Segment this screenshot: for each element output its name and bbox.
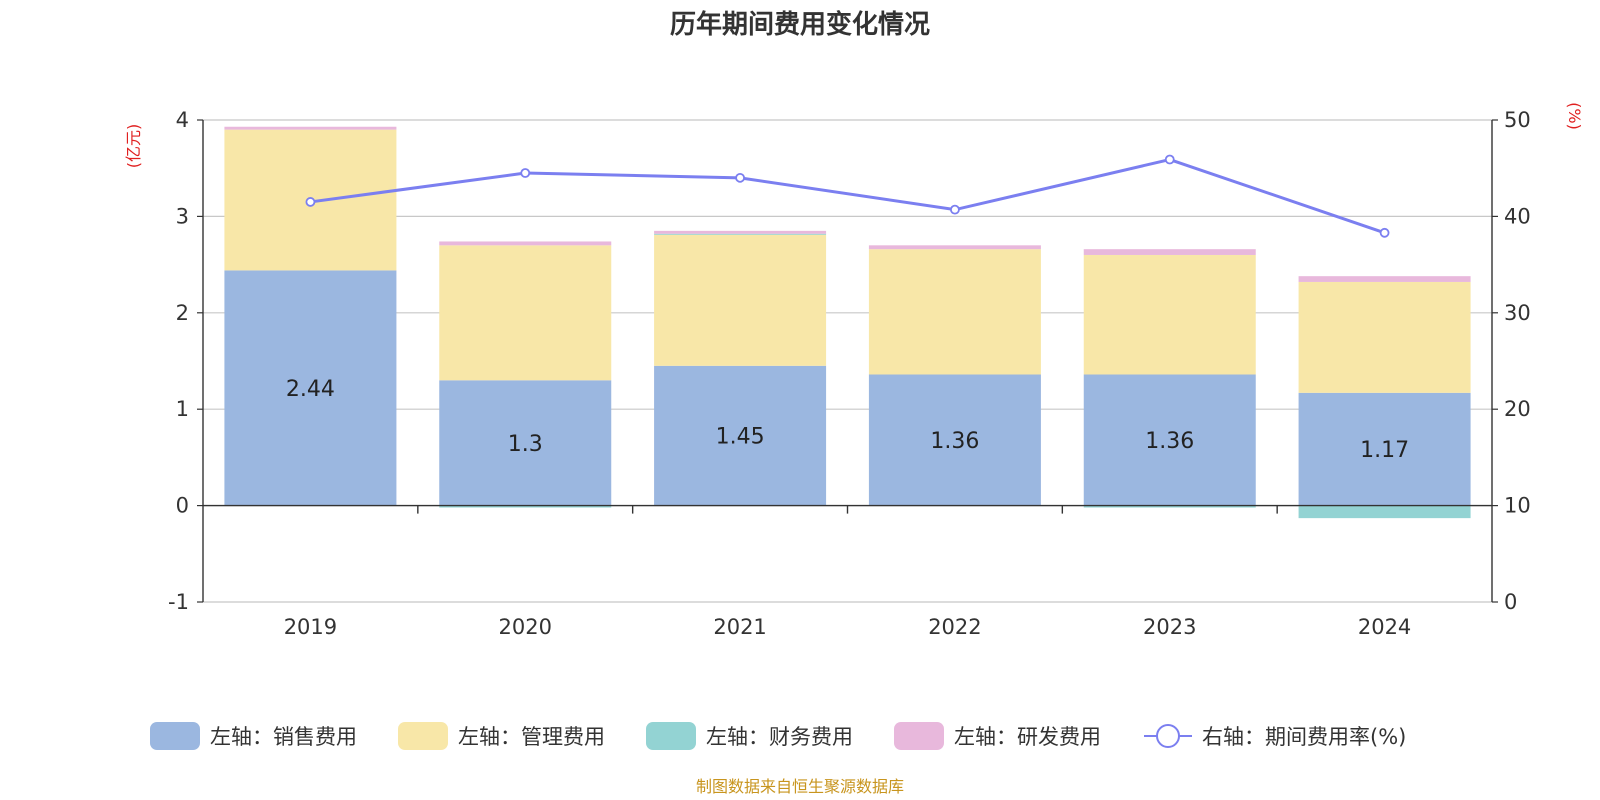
bar-1-2021 [654, 365, 827, 506]
rate-point [520, 168, 531, 178]
left-tick-label: 0 [176, 494, 189, 518]
bar-3-2021 [654, 233, 827, 235]
rate-point [735, 172, 745, 183]
legend-swatch-3 [646, 722, 696, 750]
left-tick-label: 2 [176, 301, 189, 325]
x-tick-label: 2023 [1143, 615, 1196, 639]
bar-4-2019 [224, 126, 397, 130]
chart-title: 历年期间费用变化情况 [670, 9, 930, 40]
data-labels-group: 2.44 1.3 1.45 1.36 1.36 1.17 [286, 377, 1409, 463]
bar-1-2023 [1083, 374, 1256, 506]
bar-1-2022 [868, 374, 1041, 506]
legend-line-circle [1156, 724, 1180, 748]
bar-3-2024 [1298, 505, 1471, 519]
bar-2-2020 [439, 245, 612, 381]
right-axis-unit: (%) [1565, 102, 1584, 130]
legend-swatch-1 [150, 722, 200, 750]
rate-point [305, 197, 316, 207]
legend-label-rate: 右轴：期间费用率(%) [1202, 725, 1406, 749]
legend-label-4: 左轴：研发费用 [954, 725, 1101, 749]
bar-1-2020 [439, 380, 612, 506]
legend-swatch-2 [398, 722, 448, 750]
rate-line [310, 157, 1386, 235]
data-label: 1.17 [1360, 438, 1409, 463]
right-tick-label: 20 [1504, 397, 1531, 421]
left-tick-label: 3 [176, 204, 189, 228]
rate-point [1379, 227, 1390, 238]
legend-swatch-4 [894, 722, 944, 750]
bar-2-2022 [868, 249, 1041, 375]
x-tick-label: 2019 [284, 615, 337, 639]
bar-2-2023 [1083, 254, 1256, 375]
x-tick-label: 2020 [499, 615, 552, 639]
x-tick-label: 2022 [928, 615, 981, 639]
bar-2-2024 [1298, 281, 1471, 393]
rate-point [1164, 154, 1175, 165]
bar-2-2021 [654, 234, 827, 366]
bar-4-2021 [654, 230, 827, 234]
left-tick-label: 1 [176, 397, 189, 421]
rate-line-group [305, 154, 1390, 238]
legend: 左轴：销售费用 左轴：管理费用 左轴：财务费用 左轴：研发费用 右轴：期间费用率(%) [150, 722, 1406, 750]
bar-3-2020 [439, 505, 612, 508]
bar-1-2019 [224, 270, 397, 506]
data-label: 1.36 [930, 429, 979, 454]
right-tick-label: 30 [1504, 301, 1531, 325]
legend-label-2: 左轴：管理费用 [458, 725, 605, 749]
bar-3-2023 [1083, 505, 1256, 508]
x-tick-label: 2024 [1358, 615, 1411, 639]
data-label: 1.36 [1145, 429, 1194, 454]
bar-4-2023 [1083, 249, 1256, 255]
legend-label-3: 左轴：财务费用 [706, 725, 853, 749]
data-label: 1.45 [716, 425, 765, 450]
legend-label-1: 左轴：销售费用 [210, 725, 357, 749]
bar-4-2022 [868, 245, 1041, 250]
left-axis-unit: (亿元) [124, 124, 143, 169]
left-tick-label: -1 [168, 590, 189, 614]
data-label: 2.44 [286, 377, 335, 402]
bar-4-2024 [1298, 276, 1471, 282]
x-tick-label: 2021 [713, 615, 766, 639]
bar-4-2020 [439, 241, 612, 246]
right-tick-label: 40 [1504, 204, 1531, 228]
source-note: 制图数据来自恒生聚源数据库 [696, 777, 904, 796]
bars-group [224, 126, 1471, 519]
right-tick-label: 10 [1504, 494, 1531, 518]
right-tick-label: 0 [1504, 590, 1517, 614]
left-tick-label: 4 [176, 108, 189, 132]
right-tick-label: 50 [1504, 108, 1531, 132]
data-label: 1.3 [508, 432, 543, 457]
rate-point [950, 204, 960, 215]
bar-1-2024 [1298, 392, 1471, 506]
